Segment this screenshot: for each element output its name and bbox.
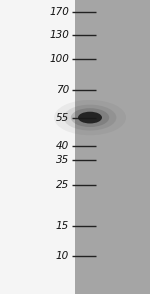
Text: 25: 25	[56, 180, 69, 190]
Ellipse shape	[71, 108, 109, 127]
Ellipse shape	[64, 105, 116, 131]
Text: 130: 130	[49, 30, 69, 40]
Text: 15: 15	[56, 221, 69, 231]
Ellipse shape	[78, 112, 102, 123]
FancyBboxPatch shape	[75, 0, 150, 294]
Text: 40: 40	[56, 141, 69, 151]
Text: 100: 100	[49, 54, 69, 64]
Text: 10: 10	[56, 251, 69, 261]
Text: 70: 70	[56, 85, 69, 95]
Text: 35: 35	[56, 155, 69, 165]
Ellipse shape	[54, 100, 126, 135]
Text: 170: 170	[49, 7, 69, 17]
Text: 55: 55	[56, 113, 69, 123]
